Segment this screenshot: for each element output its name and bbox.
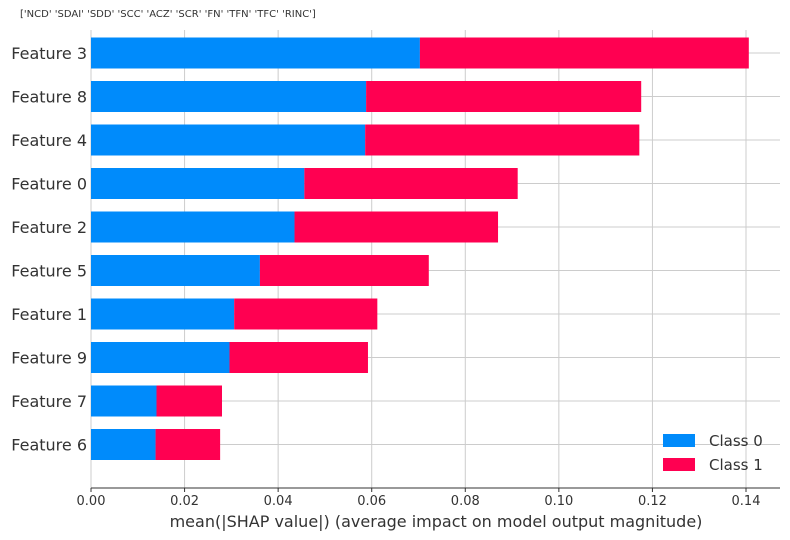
legend-label: Class 1 bbox=[709, 456, 763, 474]
category-label: Feature 3 bbox=[11, 44, 87, 63]
x-tick-label: 0.06 bbox=[357, 494, 386, 509]
bars-layer bbox=[91, 37, 749, 460]
x-tick-label: 0.08 bbox=[451, 494, 480, 509]
category-label: Feature 8 bbox=[11, 88, 87, 107]
bar-class-1 bbox=[155, 429, 221, 460]
category-label: Feature 2 bbox=[11, 218, 87, 237]
bar-class-1 bbox=[229, 342, 368, 373]
bar-class-1 bbox=[156, 385, 222, 417]
bar-class-0 bbox=[91, 385, 157, 417]
bar-class-0 bbox=[91, 429, 156, 460]
chart-title: ['NCD' 'SDAI' 'SDD' 'SCC' 'ACZ' 'SCR' 'F… bbox=[20, 9, 316, 20]
x-tick-label: 0.10 bbox=[544, 494, 573, 509]
bar-class-0 bbox=[91, 168, 305, 199]
bar-class-1 bbox=[419, 37, 749, 69]
x-tick-label: 0.12 bbox=[638, 494, 667, 509]
legend: Class 0 Class 1 bbox=[663, 432, 763, 474]
bar-class-0 bbox=[91, 211, 295, 243]
category-label: Feature 6 bbox=[11, 436, 87, 455]
x-tick-label: 0.14 bbox=[732, 494, 761, 509]
bar-class-0 bbox=[91, 124, 366, 156]
category-labels: Feature 3 Feature 8 Feature 4 Feature 0 Feat… bbox=[11, 44, 87, 455]
bar-class-0 bbox=[91, 342, 230, 373]
category-label: Feature 4 bbox=[11, 131, 87, 150]
bar-class-1 bbox=[304, 168, 518, 199]
x-tick-label: 0.02 bbox=[170, 494, 199, 509]
bar-class-0 bbox=[91, 298, 235, 330]
category-label: Feature 7 bbox=[11, 392, 87, 411]
bar-class-1 bbox=[366, 81, 642, 112]
bar-class-1 bbox=[365, 124, 640, 156]
x-tick-label: 0.04 bbox=[264, 494, 293, 509]
x-ticks: 0.00 0.02 0.04 0.06 0.08 0.10 0.12 0.14 bbox=[77, 488, 761, 509]
bar-class-1 bbox=[234, 298, 378, 330]
legend-swatch bbox=[663, 434, 695, 447]
x-axis-label: mean(|SHAP value|) (average impact on mo… bbox=[170, 512, 703, 531]
category-label: Feature 0 bbox=[11, 175, 87, 194]
bar-class-0 bbox=[91, 255, 260, 286]
category-label: Feature 5 bbox=[11, 262, 87, 281]
bar-class-1 bbox=[294, 211, 499, 243]
bar-class-0 bbox=[91, 37, 420, 69]
legend-label: Class 0 bbox=[709, 432, 763, 450]
bar-class-0 bbox=[91, 81, 367, 112]
category-label: Feature 1 bbox=[11, 305, 87, 324]
legend-swatch bbox=[663, 458, 695, 471]
bar-class-1 bbox=[259, 255, 429, 286]
category-label: Feature 9 bbox=[11, 349, 87, 368]
x-tick-label: 0.00 bbox=[77, 494, 106, 509]
